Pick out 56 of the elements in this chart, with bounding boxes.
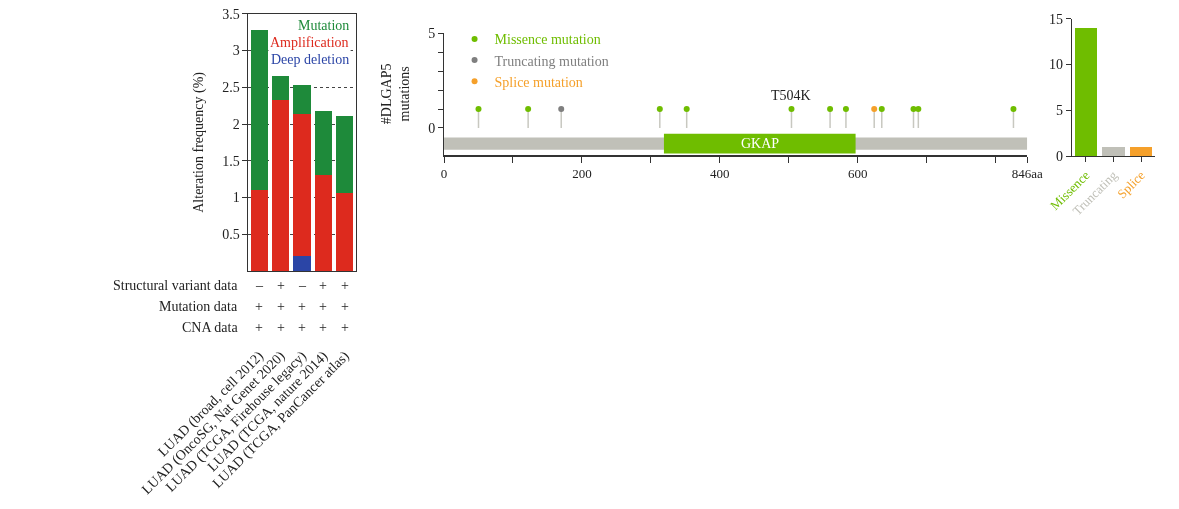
y-tick-label: 2	[232, 116, 240, 132]
bar	[272, 99, 290, 271]
x-tick-label: 400	[710, 166, 730, 182]
text: +	[319, 320, 327, 335]
legend-label: Truncating mutation	[494, 53, 609, 69]
y-tick-label: 10	[1049, 57, 1064, 73]
text: Mutation data	[159, 299, 238, 314]
annotation: T504K	[771, 88, 811, 103]
y-tick-label: 2.5	[222, 80, 240, 96]
text: –	[255, 278, 264, 293]
text: Mutation	[298, 18, 350, 33]
y-tick-label: 1.5	[222, 153, 240, 169]
text: +	[319, 299, 327, 314]
text: +	[319, 278, 327, 293]
text: +	[255, 299, 263, 314]
bar	[314, 174, 333, 271]
x-tick-label: 600	[847, 166, 868, 182]
text: +	[298, 299, 306, 314]
legend-label: Splice mutation	[494, 74, 583, 90]
text: CNA data	[182, 320, 239, 335]
bar	[336, 193, 354, 271]
text: +	[341, 299, 349, 314]
y-tick-label: 5	[1056, 103, 1064, 119]
y-tick-label: 3.5	[222, 6, 240, 22]
bar	[293, 256, 311, 271]
bar	[314, 110, 333, 175]
bar	[336, 115, 354, 194]
x-tick-label: 200	[572, 166, 592, 182]
bar	[293, 113, 311, 257]
bar	[293, 85, 311, 114]
text: –	[298, 278, 307, 293]
y-tick-label: 0.5	[222, 227, 240, 243]
bar	[250, 190, 268, 271]
x-tick-label: 846aa	[1011, 166, 1043, 182]
text: Amplification	[270, 35, 349, 50]
text: Structural variant data	[113, 278, 239, 293]
bar	[272, 76, 290, 100]
text: +	[298, 320, 306, 335]
y-tick-label: 1	[232, 190, 240, 206]
text: +	[255, 320, 263, 335]
text: +	[277, 299, 285, 314]
y-tick-label: 5	[428, 26, 436, 42]
x-tick-label: 0	[440, 166, 448, 182]
text: +	[341, 278, 349, 293]
legend-label: Missence mutation	[494, 32, 601, 48]
y-axis-title: Alteration frequency (%)	[190, 71, 207, 213]
text: +	[341, 320, 349, 335]
bar	[250, 29, 268, 191]
y-axis-title: #DLGAP5 mutations	[378, 63, 412, 125]
y-tick-label: 15	[1049, 11, 1064, 27]
y-tick-label: 3	[232, 43, 240, 59]
y-tick-label: 0	[1056, 149, 1064, 165]
text: +	[277, 320, 285, 335]
band-label: GKAP	[741, 136, 780, 151]
text: +	[277, 278, 285, 293]
text: Deep deletion	[271, 52, 350, 67]
